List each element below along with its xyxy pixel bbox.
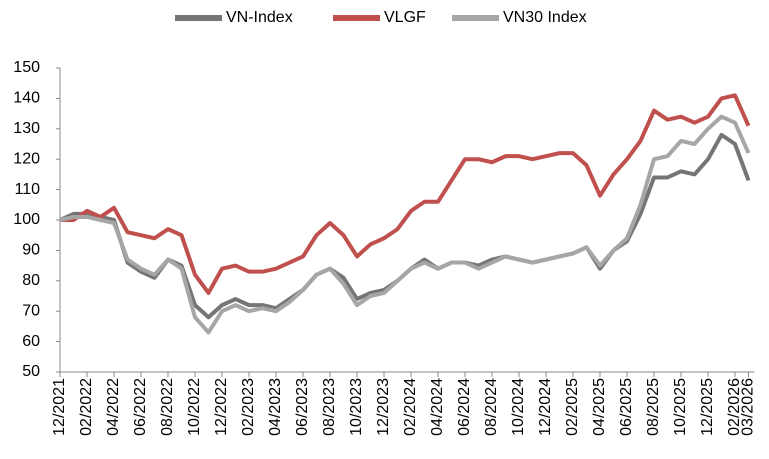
x-tick-label: 02/2022 [78,378,95,436]
x-tick-label: 10/2025 [672,378,689,436]
x-tick-label: 08/2022 [159,378,176,436]
x-tick-label: 12/2025 [699,378,716,436]
x-tick-label: 02/2025 [564,378,581,436]
x-tick-label: 02/2023 [240,378,257,436]
x-tick-label: 02/2026 [726,378,743,436]
y-tick-label: 110 [14,181,40,198]
x-tick-label: 10/2022 [186,378,203,436]
y-tick-label: 80 [22,272,40,289]
x-tick-label: 04/2022 [105,378,122,436]
legend-label: VN-Index [226,9,293,26]
y-tick-label: 100 [13,211,40,228]
y-tick-label: 70 [22,302,40,319]
y-tick-label: 120 [13,150,40,167]
y-tick-label: 150 [13,59,40,76]
x-tick-label: 10/2023 [348,378,365,436]
x-tick-label: 04/2025 [591,378,608,436]
legend-label: VN30 Index [503,9,587,26]
y-tick-label: 90 [22,242,40,259]
x-tick-label: 08/2025 [645,378,662,436]
y-tick-label: 50 [22,363,40,380]
x-tick-label: 04/2024 [429,378,446,436]
x-tick-label: 08/2024 [483,378,500,436]
legend-label: VLGF [384,9,426,26]
x-tick-label: 12/2021 [51,378,68,436]
x-tick-label: 12/2023 [375,378,392,436]
line [59,132,751,320]
x-tick-label: 06/2024 [456,378,473,436]
x-tick-label: 02/2024 [402,378,419,436]
y-tick-label: 60 [22,333,40,350]
x-tick-label: 06/2025 [618,378,635,436]
x-tick-label: 06/2023 [294,378,311,436]
x-tick-label: 03/2026 [740,378,757,436]
line [60,93,751,295]
x-tick-label: 08/2023 [321,378,338,436]
x-tick-label: 12/2024 [537,378,554,436]
x-tick-label: 12/2022 [213,378,230,436]
x-tick-label: 04/2023 [267,378,284,436]
x-tick-label: 10/2024 [510,378,527,436]
y-tick-label: 130 [13,120,40,137]
x-tick-label: 06/2022 [132,378,149,436]
line [59,114,751,335]
y-tick-label: 140 [13,90,40,107]
